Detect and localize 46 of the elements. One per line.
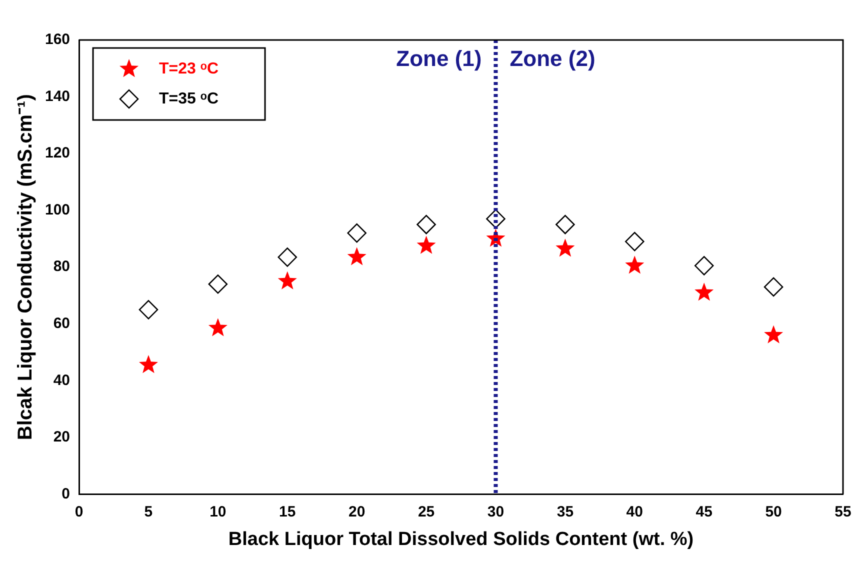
point — [764, 277, 784, 297]
point — [416, 214, 436, 234]
point — [416, 236, 436, 254]
x-tick-label: 45 — [696, 503, 712, 520]
point — [138, 300, 158, 320]
point — [625, 256, 644, 274]
point — [556, 214, 575, 234]
annotation: Zone (2) — [510, 46, 596, 72]
x-tick-label: 0 — [74, 503, 84, 520]
point — [278, 271, 297, 290]
x-tick-label: 10 — [210, 503, 226, 520]
x-tick-label: 15 — [279, 503, 296, 520]
point — [624, 232, 644, 252]
point — [764, 325, 784, 344]
y-tick-label: 20 — [53, 428, 70, 446]
legend-label: T=23 ᵒC — [159, 60, 219, 78]
y-tick-label: 60 — [53, 315, 70, 332]
point — [694, 256, 714, 276]
x-axis-title: Black Liquor Total Dissolved Solids Content (wt. %) — [228, 528, 694, 550]
y-tick-label: 0 — [62, 485, 70, 502]
y-tick-label: 120 — [44, 144, 70, 162]
point — [556, 238, 575, 257]
y-tick-label: 160 — [44, 31, 70, 48]
y-tick-label: 80 — [53, 258, 70, 276]
x-tick-label: 25 — [418, 503, 435, 520]
point — [208, 274, 228, 294]
point — [347, 247, 366, 266]
annotation: Zone (1) — [396, 46, 482, 72]
point — [347, 223, 366, 243]
y-tick-label: 100 — [44, 201, 70, 218]
y-tick-label: 40 — [53, 372, 70, 389]
legend-label: T=35 ᵒC — [159, 90, 219, 108]
point — [208, 318, 228, 336]
x-tick-label: 50 — [765, 503, 782, 520]
x-tick-label: 35 — [556, 503, 574, 520]
point — [138, 355, 158, 374]
x-tick-label: 5 — [144, 503, 153, 520]
point — [278, 248, 298, 267]
x-tick-label: 30 — [487, 503, 504, 520]
point — [486, 209, 506, 228]
point — [694, 282, 714, 301]
y-tick-label: 140 — [44, 88, 70, 105]
y-axis-title: Blcak Liquor Conductivity (mS.cm⁻¹) — [14, 94, 37, 440]
x-tick-label: 20 — [348, 503, 366, 520]
x-tick-label: 40 — [626, 503, 643, 520]
x-tick-label: 55 — [834, 503, 852, 520]
